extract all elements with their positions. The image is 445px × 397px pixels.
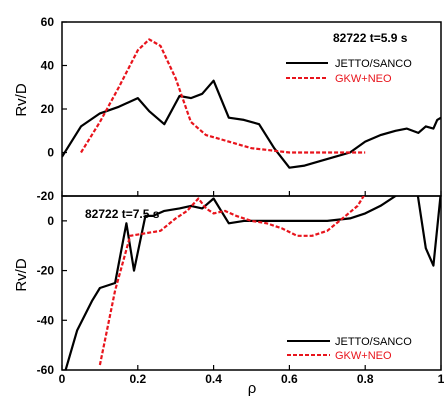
top-panel-y-axis-label: Rv/D <box>13 83 30 117</box>
top-series-gkw-neo <box>80 38 366 154</box>
top-y-tick-label: 60 <box>41 15 55 29</box>
bottom-panel-series <box>64 196 441 370</box>
legend-label-gkw-neo-bottom: GKW+NEO <box>335 350 392 362</box>
top-panel-ticks: -20 0 20 40 60 <box>37 15 442 203</box>
x-tick-label: 0.4 <box>205 372 222 386</box>
top-series-jetto-sanco <box>62 79 441 169</box>
top-panel-annotation: 82722 t=5.9 s <box>333 31 408 45</box>
top-y-tick-label: -20 <box>37 189 55 203</box>
bottom-y-tick-label: 0 <box>47 214 54 228</box>
top-panel-legend: JETTO/SANCO GKW+NEO <box>286 58 412 85</box>
bottom-panel-y-axis-label: Rv/D <box>13 258 30 292</box>
legend-label-jetto-sanco-bottom: JETTO/SANCO <box>335 336 412 348</box>
top-y-tick-label: 40 <box>41 59 55 73</box>
legend-label-gkw-neo-top: GKW+NEO <box>335 73 392 85</box>
bottom-y-tick-label: -60 <box>37 363 55 377</box>
x-tick-label: 0.8 <box>357 372 374 386</box>
bottom-series-gkw-neo <box>98 196 365 366</box>
bottom-series-jetto-sanco <box>64 196 441 370</box>
x-tick-label: 0.6 <box>281 372 298 386</box>
top-panel: -20 0 20 40 60 82722 t=5.9 s Rv/D JETTO/SANC… <box>13 15 442 203</box>
legend-label-jetto-sanco-top: JETTO/SANCO <box>335 58 412 70</box>
bottom-panel-ticks: -60 -40 -20 0 0 0.2 0.4 0.6 0.8 1 <box>37 214 445 386</box>
bottom-panel: -60 -40 -20 0 0 0.2 0.4 0.6 0.8 1 82722 t=7.5 s R… <box>13 195 445 397</box>
x-tick-label: 0 <box>59 372 66 386</box>
bottom-y-tick-label: -20 <box>37 264 55 278</box>
x-axis-label: ρ <box>248 380 257 397</box>
top-panel-frame <box>61 21 442 197</box>
bottom-panel-legend: JETTO/SANCO GKW+NEO <box>287 336 412 362</box>
bottom-panel-annotation: 82722 t=7.5 s <box>85 207 160 221</box>
top-y-tick-label: 20 <box>41 102 55 116</box>
x-tick-label: 1 <box>438 372 445 386</box>
bottom-y-tick-label: -40 <box>37 313 55 327</box>
top-y-tick-label: 0 <box>47 146 54 160</box>
bottom-panel-frame <box>61 195 442 371</box>
x-tick-label: 0.2 <box>129 372 146 386</box>
top-panel-series <box>62 38 441 169</box>
